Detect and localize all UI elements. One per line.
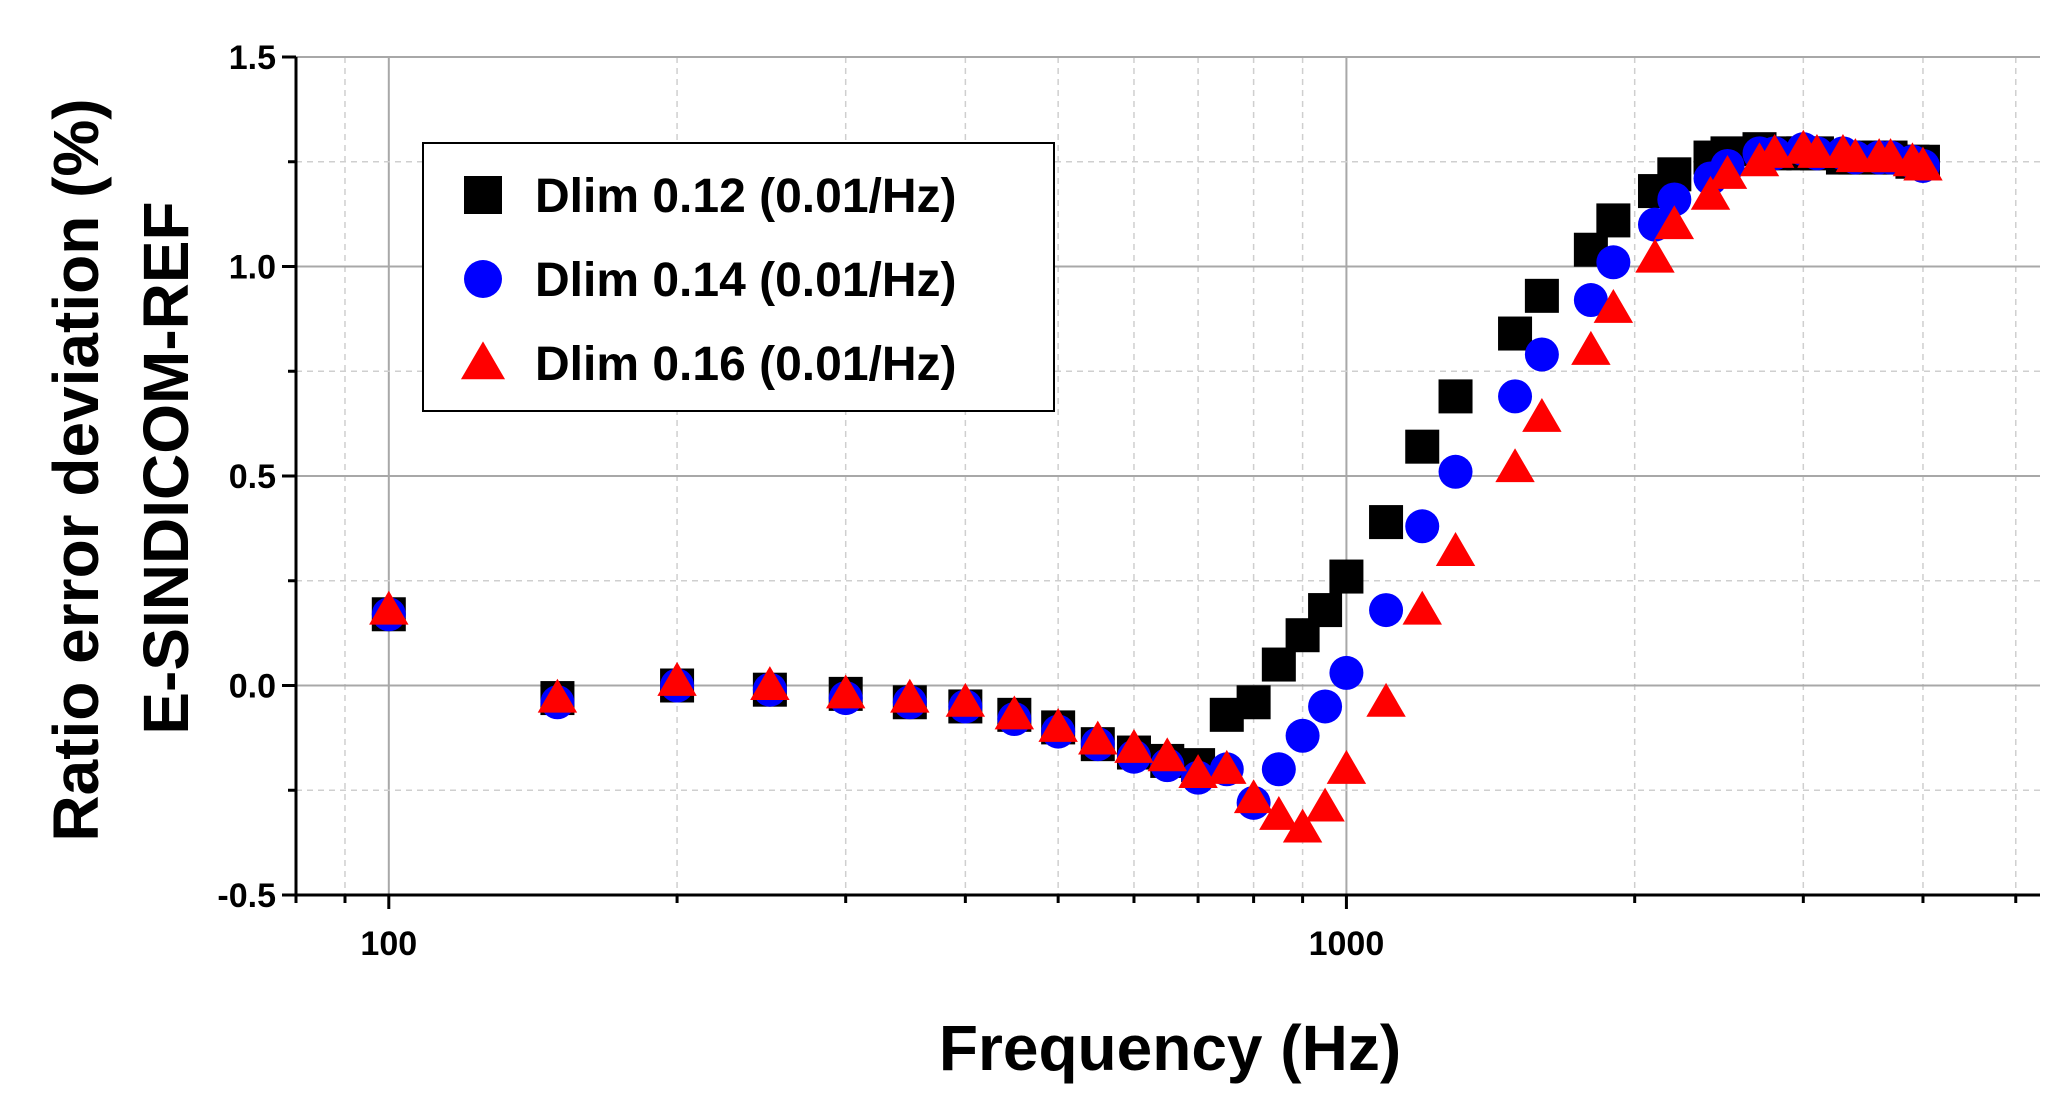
data-point-triangle: [750, 666, 790, 701]
data-point-square: [1438, 379, 1473, 414]
y-tick-label: 0.5: [229, 458, 276, 496]
data-point-square: [1369, 505, 1404, 540]
data-point-square: [1524, 278, 1559, 313]
data-point-square: [1329, 559, 1364, 594]
data-point-triangle: [1522, 397, 1562, 432]
legend-marker-square: [464, 176, 502, 214]
data-point-triangle: [369, 590, 409, 625]
data-point-triangle: [1326, 749, 1367, 784]
data-point-circle: [1498, 379, 1533, 414]
x-axis-title: Frequency (Hz): [939, 1012, 1401, 1084]
data-point-triangle: [1690, 175, 1731, 210]
y-tick-label: 1.0: [229, 249, 276, 287]
data-point-circle: [1438, 454, 1473, 489]
data-point-triangle: [1654, 205, 1695, 240]
y-tick-label: 0.0: [229, 668, 276, 706]
data-point-circle: [1261, 752, 1296, 787]
data-point-triangle: [1282, 808, 1323, 843]
data-point-triangle: [1571, 330, 1611, 365]
data-point-triangle: [1207, 749, 1247, 784]
data-point-triangle: [657, 661, 697, 696]
data-point-triangle: [1593, 289, 1634, 323]
y-axis-subtitle: E-SINDICOM-REF: [130, 201, 202, 734]
tick-labels: -0.5 0.0 0.5 1.0 1.5 100 1000: [217, 39, 1384, 963]
data-point-triangle: [1147, 737, 1187, 772]
data-point-square: [1596, 203, 1631, 238]
data-point-square: [1261, 647, 1296, 682]
x-tick-label: 1000: [1309, 925, 1385, 963]
series-triangle: [369, 129, 1943, 843]
data-point-triangle: [1259, 796, 1299, 830]
data-point-square: [1405, 429, 1440, 464]
data-point-circle: [1524, 337, 1559, 372]
data-point-triangle: [537, 678, 578, 713]
data-point-triangle: [1495, 448, 1535, 483]
legend-box: [422, 142, 1055, 412]
data-point-circle: [1405, 509, 1440, 544]
data-point-triangle: [1078, 720, 1118, 755]
data-point-triangle: [1366, 682, 1406, 717]
data-point-triangle: [945, 682, 986, 717]
data-point-triangle: [1038, 708, 1078, 742]
data-point-square: [1308, 593, 1343, 628]
data-point-triangle: [825, 674, 866, 709]
data-point-circle: [1573, 283, 1608, 318]
data-point-triangle: [994, 695, 1035, 730]
data-point-triangle: [1707, 154, 1748, 189]
data-point-triangle: [1435, 532, 1476, 566]
legend-label: Dlim 0.12 (0.01/Hz): [535, 170, 957, 223]
data-point-triangle: [1178, 754, 1218, 789]
y-axis-title: Ratio error deviation (%): [40, 98, 112, 841]
data-point-circle: [1657, 182, 1692, 217]
y-tick-label: 1.5: [229, 39, 276, 77]
data-point-circle: [1369, 593, 1404, 628]
data-point-triangle: [1233, 779, 1274, 814]
data-series: [369, 129, 1943, 843]
data-point-circle: [1596, 245, 1631, 280]
x-tick-label: 100: [360, 925, 417, 963]
data-point-circle: [1308, 689, 1343, 724]
data-point-circle: [1285, 718, 1320, 753]
y-tick-label: -0.5: [217, 877, 276, 915]
data-point-triangle: [1305, 787, 1345, 822]
data-point-triangle: [1114, 728, 1154, 763]
data-point-circle: [1329, 655, 1364, 690]
data-point-triangle: [1635, 238, 1675, 273]
legend-label: Dlim 0.16 (0.01/Hz): [535, 338, 957, 391]
data-point-square: [1236, 685, 1271, 720]
data-point-square: [1498, 316, 1533, 351]
data-point-triangle: [890, 678, 930, 713]
legend: Dlim 0.12 (0.01/Hz) Dlim 0.14 (0.01/Hz) Dl…: [422, 142, 1055, 412]
legend-label: Dlim 0.14 (0.01/Hz): [535, 254, 957, 307]
data-point-triangle: [1903, 146, 1943, 181]
legend-marker-circle: [464, 260, 502, 298]
legend-marker-triangle: [460, 341, 506, 380]
data-point-triangle: [1754, 133, 1795, 168]
data-point-triangle: [1402, 590, 1442, 625]
axes: [282, 55, 2040, 909]
data-point-triangle: [1797, 133, 1837, 168]
